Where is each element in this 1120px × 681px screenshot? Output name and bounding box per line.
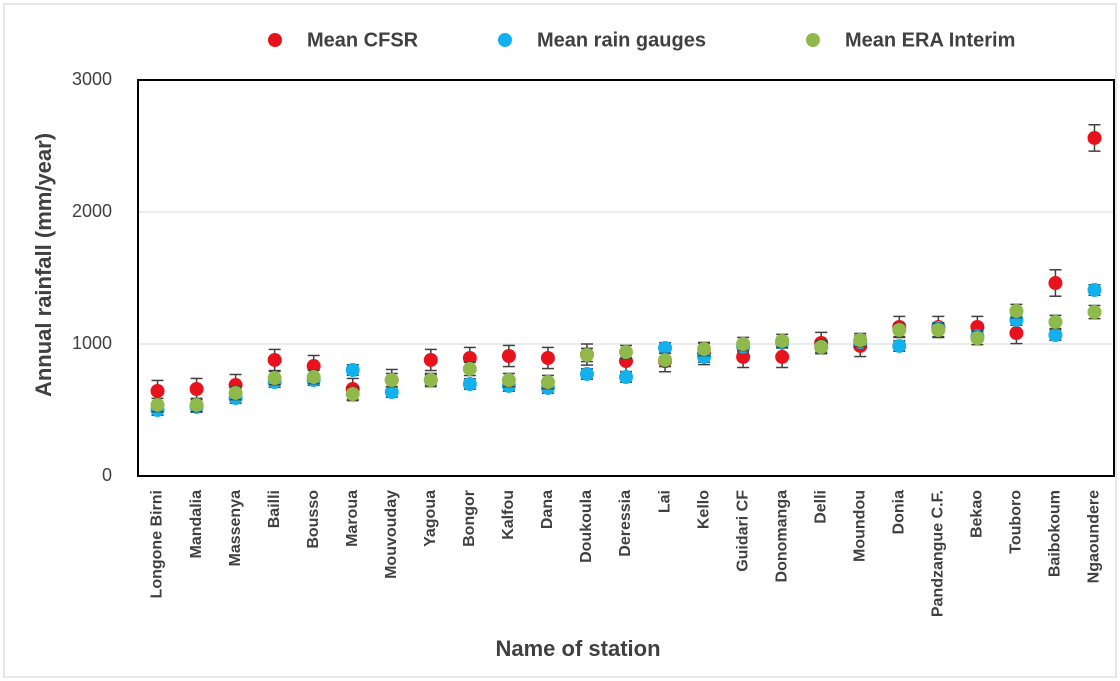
x-tick-label: Kalfou	[500, 490, 517, 540]
point	[658, 340, 673, 355]
point	[384, 373, 399, 388]
x-tick-label: Dana	[539, 490, 556, 529]
point	[892, 323, 907, 338]
point	[345, 363, 360, 378]
point	[306, 370, 321, 384]
point	[619, 370, 633, 384]
point	[462, 376, 477, 391]
y-tick-label: 3000	[72, 69, 112, 89]
point	[228, 385, 243, 400]
x-tick-label: Deressia	[617, 490, 634, 557]
point	[540, 350, 555, 365]
x-tick-label: Ngaoundere	[1086, 490, 1103, 583]
point	[150, 397, 165, 412]
point	[1009, 326, 1024, 341]
x-tick-label: Lai	[656, 490, 673, 513]
x-tick-label: Mouvouday	[383, 490, 400, 579]
x-tick-label: Baibokoum	[1047, 490, 1064, 577]
x-tick-label: Longone Birni	[149, 490, 166, 598]
x-tick-label: Kello	[695, 490, 712, 529]
point	[501, 373, 516, 388]
point	[1048, 276, 1063, 291]
legend-marker	[268, 33, 282, 47]
x-tick-label: Yagoua	[422, 490, 439, 547]
point	[853, 333, 868, 348]
point	[1087, 283, 1102, 298]
point	[462, 361, 477, 376]
y-tick-label: 0	[102, 465, 112, 485]
point	[189, 382, 204, 397]
point	[423, 373, 438, 388]
x-tick-label: Bongor	[461, 490, 478, 547]
x-tick-label: Bailli	[266, 490, 283, 528]
point	[540, 375, 555, 390]
point	[619, 345, 633, 360]
point	[814, 340, 829, 355]
x-tick-label: Massenya	[227, 490, 244, 567]
x-tick-label: Bousso	[305, 490, 322, 549]
x-tick-label: Touboro	[1008, 490, 1025, 554]
point	[658, 352, 673, 367]
y-tick-label: 2000	[72, 201, 112, 221]
legend-label: Mean ERA Interim	[845, 29, 1015, 51]
point	[736, 337, 751, 351]
point	[1009, 304, 1024, 318]
x-tick-label: Delli	[812, 490, 829, 524]
y-axis-title: Annual rainfall (mm/year)	[31, 133, 56, 397]
x-tick-label: Donomanga	[773, 490, 790, 583]
point	[267, 352, 282, 367]
chart-border	[3, 3, 1117, 678]
point	[775, 333, 790, 348]
y-tick-label: 1000	[72, 333, 112, 353]
x-tick-label: Donia	[890, 490, 907, 535]
point	[462, 350, 477, 365]
point	[579, 347, 594, 362]
point	[579, 366, 594, 381]
x-tick-label: Moundou	[851, 490, 868, 562]
x-axis-title: Name of station	[495, 636, 660, 661]
point	[501, 349, 516, 364]
point	[189, 397, 204, 412]
point	[892, 338, 907, 353]
point	[931, 323, 946, 338]
point	[736, 349, 751, 364]
point	[423, 352, 438, 367]
x-tick-label: Pandzangue C.F.	[930, 490, 947, 617]
point	[306, 359, 321, 374]
point	[775, 349, 790, 364]
x-tick-label: Mandalia	[188, 490, 205, 559]
point	[150, 383, 165, 398]
x-tick-label: Doukoula	[578, 490, 595, 563]
point	[1087, 305, 1102, 320]
legend-marker	[498, 33, 512, 47]
legend-label: Mean CFSR	[307, 29, 419, 51]
point	[345, 387, 360, 402]
point	[1048, 328, 1063, 343]
point	[697, 342, 712, 357]
x-tick-label: Maroua	[344, 490, 361, 547]
legend-marker	[806, 33, 820, 47]
point	[384, 385, 399, 400]
point	[970, 331, 985, 346]
point	[1048, 314, 1063, 329]
x-tick-label: Bekao	[969, 490, 986, 538]
legend-label: Mean rain gauges	[537, 29, 706, 51]
x-tick-label: Guidari CF	[734, 490, 751, 572]
plot-frame	[137, 79, 1115, 477]
point	[267, 371, 282, 386]
point	[1087, 130, 1102, 145]
